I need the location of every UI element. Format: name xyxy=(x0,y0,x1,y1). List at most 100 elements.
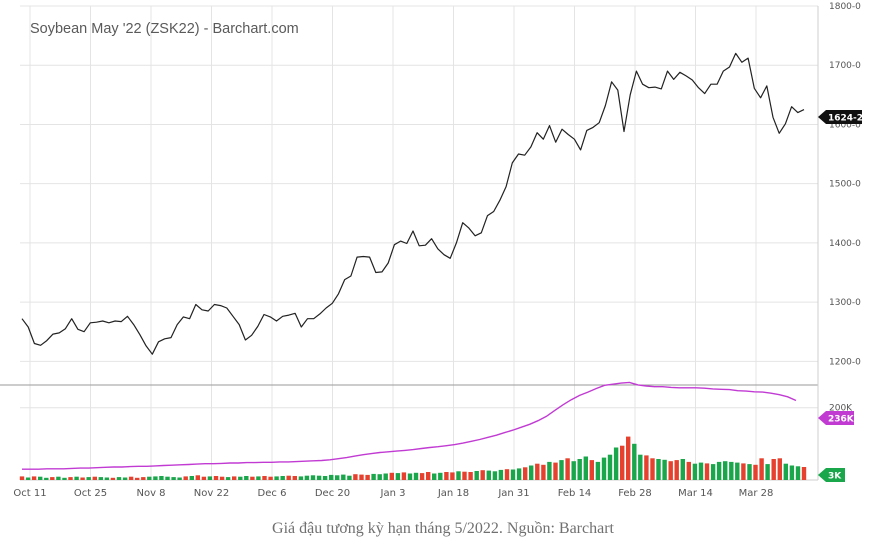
volume-bar xyxy=(128,476,134,480)
volume-bar xyxy=(474,471,479,480)
volume-bar xyxy=(638,454,643,480)
x-tick-label: Mar 28 xyxy=(739,488,774,499)
price-y-tick-label: 1500-0 xyxy=(829,180,861,190)
volume-badge-shape xyxy=(818,468,845,482)
volume-bar xyxy=(541,464,546,480)
volume-bar xyxy=(607,454,613,480)
volume-bar xyxy=(704,463,710,480)
volume-bar xyxy=(68,477,73,480)
volume-bar xyxy=(322,476,328,480)
volume-bar xyxy=(407,473,413,480)
volume-bar xyxy=(171,477,176,480)
volume-bar xyxy=(523,467,528,480)
volume-bar xyxy=(62,477,67,480)
volume-bar xyxy=(595,461,601,480)
volume-bar xyxy=(159,476,164,480)
volume-bar xyxy=(710,464,716,480)
volume-bar xyxy=(680,459,685,480)
price-y-tick-label: 1800-0 xyxy=(829,2,861,12)
volume-bar xyxy=(577,459,582,480)
volume-bar xyxy=(238,476,243,480)
volume-bar xyxy=(620,445,625,480)
volume-bar xyxy=(771,459,776,480)
volume-bar xyxy=(395,473,401,480)
volume-bar xyxy=(456,471,461,480)
volume-bar xyxy=(716,461,722,480)
volume-bar xyxy=(183,476,188,480)
volume-bar xyxy=(335,475,340,480)
volume-bar xyxy=(650,458,655,480)
volume-bar xyxy=(262,476,267,480)
volume-bar xyxy=(304,475,310,480)
volume-bar xyxy=(480,470,485,480)
volume-bar xyxy=(377,474,382,480)
volume-bar xyxy=(195,475,200,480)
volume-bar xyxy=(432,473,437,480)
x-tick-labels: Oct 11 Oct 25 Nov 8 Nov 22 Dec 6 Dec 20 Jan 3 J… xyxy=(13,488,773,499)
volume-bar xyxy=(516,468,522,480)
volume-bar xyxy=(613,447,619,480)
volume-bar xyxy=(426,472,431,480)
x-tick-label: Oct 11 xyxy=(13,488,46,499)
volume-bar xyxy=(729,461,734,480)
volume-bar xyxy=(56,476,61,480)
volume-bar xyxy=(692,463,698,480)
volume-bar xyxy=(486,470,491,480)
average-volume-badge-shape xyxy=(818,411,854,425)
volume-bar xyxy=(753,464,758,480)
volume-bar xyxy=(280,476,285,480)
volume-bar xyxy=(492,471,498,480)
x-tick-label: Oct 25 xyxy=(74,488,107,499)
volume-bar xyxy=(723,461,728,480)
volume-bar xyxy=(25,477,31,480)
volume-bar xyxy=(419,473,425,480)
volume-bar xyxy=(110,477,116,480)
volume-bar xyxy=(504,469,510,480)
volume-bar xyxy=(383,473,388,480)
grid xyxy=(20,5,818,480)
volume-bar xyxy=(177,477,182,480)
volume-bar xyxy=(122,477,128,480)
x-tick-label: Feb 14 xyxy=(558,488,592,499)
volume-bar xyxy=(292,476,297,480)
volume-bar xyxy=(329,474,334,480)
volume-bar xyxy=(413,472,419,480)
volume-bar xyxy=(462,471,467,480)
volume-bar xyxy=(50,477,55,480)
volume-bar xyxy=(438,472,443,480)
figure-caption: Giá đậu tương kỳ hạn tháng 5/2022. Nguồn… xyxy=(272,520,614,537)
volume-bar xyxy=(135,477,140,480)
volume-bar xyxy=(589,460,594,480)
volume-bar xyxy=(274,476,279,480)
volume-bar xyxy=(559,460,564,480)
volume-bar xyxy=(153,476,158,480)
volume-bar xyxy=(644,455,649,480)
volume-bar xyxy=(147,476,152,480)
volume-bar xyxy=(662,459,667,480)
volume-bar xyxy=(310,475,316,480)
volume-bar xyxy=(365,474,370,480)
volume-label: 3K xyxy=(828,472,842,482)
price-y-tick-label: 1300-0 xyxy=(829,298,861,308)
volume-bar xyxy=(353,474,358,480)
volume-bar xyxy=(347,475,352,480)
last-price-badge: 1624-2 xyxy=(818,110,863,124)
x-tick-label: Feb 28 xyxy=(618,488,652,499)
volume-bar xyxy=(529,465,534,480)
volume-bar xyxy=(74,476,79,480)
volume-bar xyxy=(268,476,273,480)
volume-bar xyxy=(38,476,43,480)
volume-bar xyxy=(632,443,637,480)
volume-bar xyxy=(165,476,170,480)
price-y-tick-label: 1700-0 xyxy=(829,61,861,71)
volume-bar xyxy=(601,457,607,480)
x-tick-label: Jan 31 xyxy=(497,488,529,499)
volume-bar xyxy=(286,475,291,480)
last-price-badge-shape xyxy=(818,110,862,124)
volume-bar xyxy=(244,476,249,480)
volume-bar xyxy=(583,456,588,480)
volume-bar xyxy=(316,475,322,480)
volume-badge: 3K xyxy=(818,468,845,482)
volume-bar xyxy=(207,476,213,480)
volume-bar xyxy=(510,469,516,480)
